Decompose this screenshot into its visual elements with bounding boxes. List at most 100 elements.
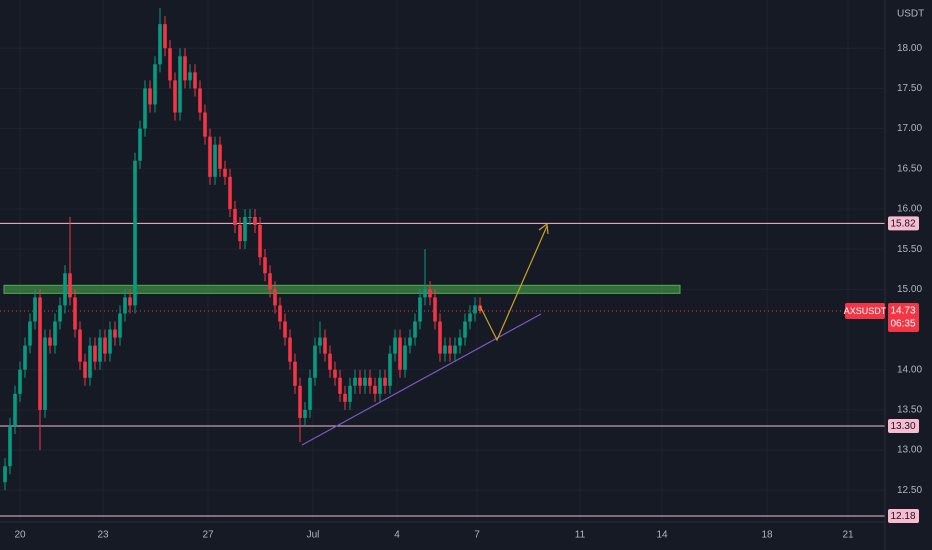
level-label: 15.82	[890, 219, 915, 230]
arrow-head	[538, 222, 549, 235]
candle-body	[8, 425, 12, 467]
candle-body	[63, 273, 67, 306]
x-tick-label: 27	[202, 530, 214, 541]
candle-body	[48, 337, 52, 346]
x-tick-label: 7	[474, 530, 480, 541]
candle-body	[268, 273, 272, 290]
x-tick-label: Jul	[307, 530, 320, 541]
candle-body	[463, 321, 467, 338]
candle-body	[118, 313, 122, 338]
candle-body	[188, 72, 192, 81]
candle-body	[398, 337, 402, 370]
candle-body	[348, 385, 352, 402]
x-tick-label: 18	[761, 530, 773, 541]
candle-body	[478, 305, 482, 312]
candle-body	[298, 385, 302, 418]
candle-body	[433, 297, 437, 322]
candle-body	[138, 128, 142, 161]
candle-body	[313, 345, 317, 378]
candle-body	[458, 337, 462, 346]
candle-body	[208, 136, 212, 177]
axes: 12.50 13.00 13.50 14.00 15.00 15.50 16.00 16.50…	[14, 43, 922, 541]
candle-body	[363, 377, 367, 386]
candle-body	[3, 466, 7, 483]
candle-body	[353, 377, 357, 386]
candle-body	[198, 88, 202, 113]
candle-body	[88, 345, 92, 378]
candle-body	[158, 24, 162, 65]
candle-body	[53, 321, 57, 346]
candle-body	[93, 345, 97, 362]
candle-body	[243, 217, 247, 242]
candle-body	[78, 329, 82, 362]
candle-body	[38, 297, 42, 410]
candle-body	[393, 337, 397, 354]
candle-body	[108, 329, 112, 354]
y-tick-label: 16.50	[897, 163, 922, 174]
candle-body	[13, 393, 17, 426]
candle-body	[413, 321, 417, 338]
candle-body	[388, 353, 392, 386]
candle-body	[148, 88, 152, 105]
candle-body	[128, 297, 132, 306]
candle-body	[33, 297, 37, 322]
level-label: 12.18	[890, 511, 915, 522]
candle-body	[18, 369, 22, 394]
candle-body	[293, 361, 297, 386]
level-badge	[888, 418, 919, 433]
level-badge	[888, 216, 919, 231]
candle-body	[103, 337, 107, 354]
candle-body	[68, 273, 72, 298]
candle-body	[113, 329, 117, 338]
candle-body	[303, 409, 307, 418]
x-tick-label: 4	[394, 530, 400, 541]
candle-body	[213, 144, 217, 177]
y-tick-label: 13.50	[897, 405, 922, 416]
candle-body	[28, 321, 32, 346]
candle-body	[263, 257, 267, 274]
candle-body	[318, 337, 322, 346]
candle-body	[338, 377, 342, 394]
price-badge	[888, 303, 919, 333]
candle-body	[418, 297, 422, 322]
candle-body	[238, 225, 242, 242]
candle-body	[168, 48, 172, 81]
candle-body	[98, 337, 102, 362]
y-tick-label: 14.00	[897, 364, 922, 375]
candle-body	[328, 353, 332, 370]
candle-body	[358, 377, 362, 386]
candle-body	[173, 80, 177, 113]
y-tick-label: 15.50	[897, 244, 922, 255]
candle-body	[123, 297, 127, 314]
candle-body	[193, 72, 197, 89]
candle-body	[203, 112, 207, 137]
candle-body	[403, 345, 407, 370]
candle-body	[323, 337, 327, 354]
y-tick-label: 17.00	[897, 123, 922, 134]
candle-body	[143, 88, 147, 129]
candle-body	[218, 144, 222, 169]
candle-body	[453, 345, 457, 354]
candle-body	[163, 24, 167, 49]
trend-line	[301, 313, 542, 446]
x-tick-label: 11	[575, 530, 586, 541]
y-tick-label: 15.00	[897, 284, 922, 295]
candle-body	[473, 305, 477, 314]
x-tick-label: 20	[14, 530, 26, 541]
level-badge	[888, 508, 919, 523]
projection-arrow	[479, 225, 548, 342]
candle-body	[153, 64, 157, 105]
levels	[0, 222, 885, 517]
candle-body	[448, 345, 452, 354]
candle-body	[333, 369, 337, 378]
candle-body	[308, 377, 312, 410]
x-tick-label: 21	[842, 530, 854, 541]
resistance-zone	[3, 284, 681, 294]
candle-body	[58, 305, 62, 322]
x-tick-label: 23	[97, 530, 109, 541]
candles	[3, 8, 482, 491]
candle-body	[368, 377, 372, 386]
candle-body	[283, 321, 287, 338]
